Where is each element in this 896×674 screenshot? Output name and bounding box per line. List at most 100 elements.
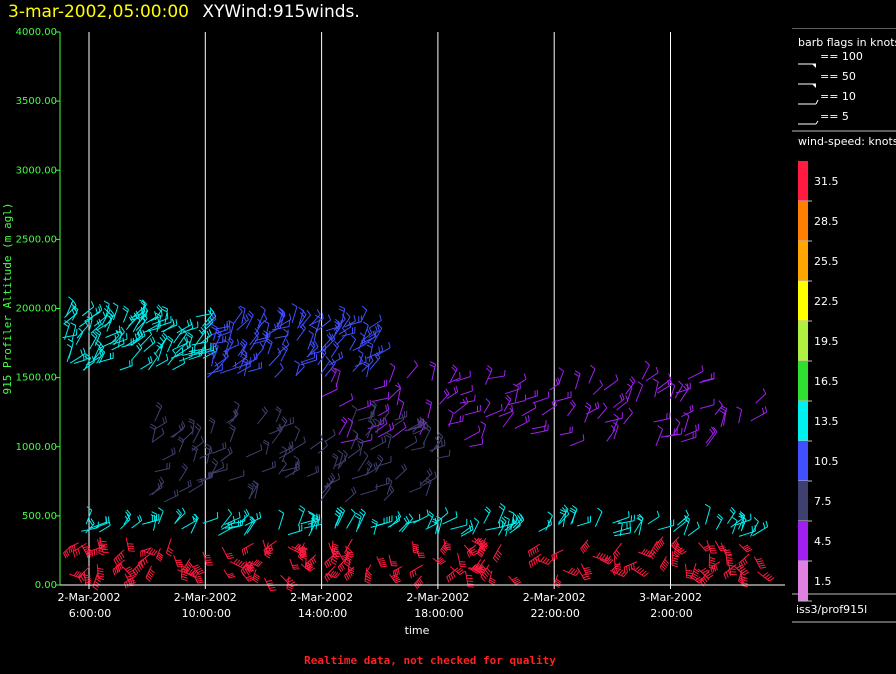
barb-flag [178, 436, 184, 441]
barb-flag [285, 339, 290, 346]
barb-flag [401, 465, 406, 472]
barb-flag [249, 515, 254, 521]
wind-barb [202, 307, 215, 327]
barb-flag [720, 548, 727, 552]
barb-flag [709, 566, 716, 570]
barb-flag [148, 548, 154, 554]
barb-flag [80, 575, 85, 581]
wind-barb [186, 332, 193, 348]
wind-barb [339, 449, 348, 468]
wind-barb [125, 537, 135, 552]
barb-flag [239, 305, 246, 310]
x-tick-time: 6:00:00 [69, 607, 111, 620]
barb-flag [524, 416, 528, 423]
wind-barb [317, 347, 327, 366]
barb-flag [196, 579, 203, 582]
barb-flag [221, 336, 224, 343]
barb-flag [132, 570, 137, 576]
barb-shaft [469, 443, 483, 447]
barb-shaft [191, 341, 208, 346]
wind-barb [671, 536, 680, 550]
wind-barb [434, 432, 444, 450]
wind-barb [125, 315, 135, 331]
wind-barb [228, 408, 239, 425]
barb-flag [416, 418, 420, 425]
barb-flag [585, 541, 590, 548]
barb-flag [365, 578, 372, 582]
barb-flag [527, 414, 530, 422]
barb-shaft [151, 433, 165, 443]
barb-shaft [132, 319, 141, 333]
wind-barb [464, 425, 481, 441]
barb-shaft [389, 516, 402, 528]
wind-barb [398, 398, 405, 419]
barb-flag [285, 577, 292, 582]
barb-flag [489, 579, 496, 584]
wind-barb [446, 567, 459, 583]
barb-flag [411, 570, 415, 577]
barb-flag [70, 302, 75, 309]
barb-flag [429, 364, 436, 368]
wind-barb [84, 306, 101, 322]
wind-barb [612, 542, 622, 560]
barb-flag [149, 338, 154, 345]
scale-swatch [798, 361, 808, 401]
barb-flag [326, 334, 331, 340]
barb-flag [641, 548, 646, 554]
barb-flag [241, 359, 248, 364]
wind-barb [580, 539, 590, 554]
wind-barb [394, 410, 408, 421]
barb-shaft [510, 513, 515, 531]
barb-flag [327, 314, 332, 321]
wind-barb [750, 406, 768, 422]
barb-flag [326, 561, 330, 567]
barb-flag [508, 510, 515, 514]
wind-barb [623, 407, 633, 425]
wind-barb [132, 559, 144, 576]
barb-flag [574, 370, 581, 375]
wind-barb [657, 378, 673, 394]
barb-shaft [182, 430, 194, 442]
wind-barb [757, 571, 775, 582]
wind-barb [344, 315, 356, 328]
barb-shaft [437, 519, 443, 535]
barb-flag [139, 514, 143, 521]
barb-flag [528, 561, 532, 568]
barb-flag [413, 360, 419, 366]
barb-shaft [687, 527, 700, 537]
wind-barb [704, 503, 711, 525]
barb-flag [206, 330, 210, 337]
barb-flag [709, 559, 716, 563]
barb-flag [662, 563, 667, 569]
wind-barb [81, 544, 94, 556]
barb-flag [672, 557, 679, 560]
barb-flag [663, 561, 669, 567]
barb-flag [360, 508, 366, 514]
barb-flag [186, 334, 193, 339]
barb-flag [332, 452, 339, 458]
barb-flag [188, 418, 195, 422]
wind-barb [681, 404, 694, 418]
wind-barb [706, 540, 718, 554]
barb-flag [155, 312, 162, 317]
wind-barb [220, 446, 233, 462]
barb-shaft [99, 525, 111, 533]
barb-flag [64, 320, 70, 325]
wind-barb [588, 364, 596, 384]
barb-shaft [156, 315, 162, 333]
wind-barb [633, 513, 644, 533]
barb-flag [66, 343, 73, 349]
barb-flag [85, 353, 91, 359]
scale-label: 7.5 [814, 495, 832, 508]
wind-barb [719, 407, 726, 428]
barb-flag [474, 567, 480, 573]
barb-shaft [112, 305, 119, 321]
barb-flag [74, 307, 78, 314]
wind-barb [64, 300, 77, 319]
barb-flag [366, 570, 372, 576]
barb-shaft [557, 370, 565, 385]
wind-barb [223, 569, 236, 579]
legend-graphics: barb flags in knots== 100== 50== 10== 5w… [792, 27, 896, 623]
barb-flag [153, 351, 159, 358]
barb-flag [181, 507, 186, 514]
